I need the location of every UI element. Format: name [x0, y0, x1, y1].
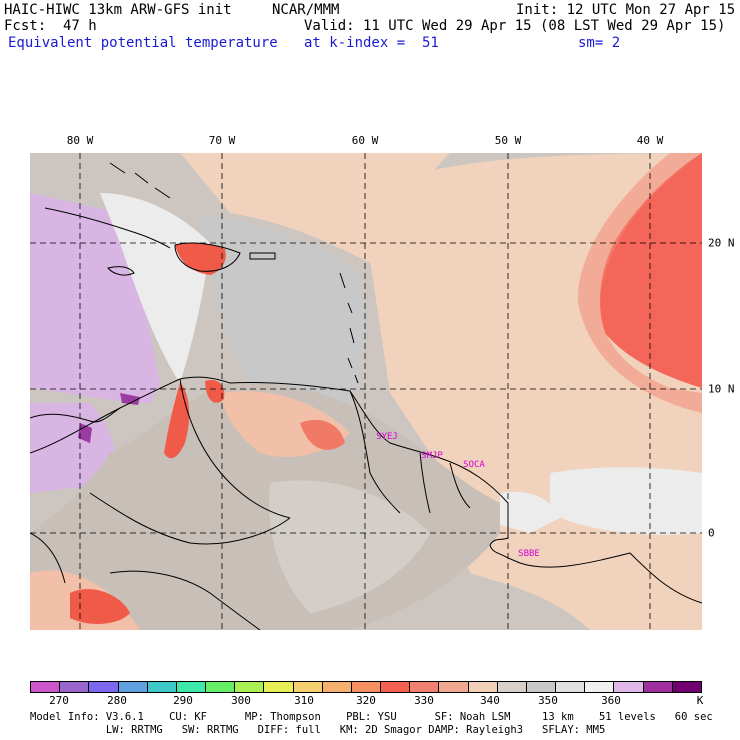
- coast-puerto-rico: [249, 252, 276, 260]
- border-venezuela-guyana: [349, 390, 401, 514]
- lat-label-20n: 20 N: [708, 236, 735, 250]
- graticule: [30, 153, 702, 630]
- land-grey-south: [269, 480, 430, 613]
- red-patch-venezuela: [300, 419, 345, 450]
- colorbar-tick: 340: [480, 694, 500, 707]
- coast-jamaica: [107, 266, 135, 276]
- lon-label-40w: 40 W: [636, 134, 664, 147]
- purple-dark-spot-2: [120, 393, 140, 405]
- org-label: NCAR/MMM: [272, 2, 340, 18]
- colorbar-tick: 360: [601, 694, 621, 707]
- coast-bahamas: [109, 162, 171, 199]
- init-time: Init: 12 UTC Mon 27 Apr 15: [516, 2, 736, 18]
- model-info-line1: Model Info: V3.6.1 CU: KF MP: Thompson P…: [30, 711, 713, 723]
- colorbar-swatch: [206, 682, 236, 692]
- border-suriname-fg: [449, 462, 471, 509]
- red-patch-maracaibo: [205, 379, 225, 403]
- colorbar-swatch: [468, 682, 498, 692]
- colorbar-swatch: [322, 682, 352, 692]
- lon-label-60w: 60 W: [351, 134, 379, 147]
- border-colombia-south: [89, 492, 291, 545]
- model-title: HAIC-HIWC 13km ARW-GFS init: [4, 2, 232, 18]
- colorbar-swatch: [176, 682, 207, 692]
- border-guyana-suriname: [419, 452, 431, 514]
- lon-label-80w: 80 W: [66, 134, 94, 147]
- colorbar-swatch: [264, 682, 294, 692]
- level-label: at k-index = 51: [304, 35, 439, 51]
- station-label: SYEJ: [376, 432, 398, 442]
- coast-panama: [30, 407, 121, 423]
- coast-cuba: [44, 207, 171, 249]
- colorbar-swatch: [672, 682, 701, 692]
- red-patch-colombia: [164, 383, 190, 459]
- light-red-rim: [577, 153, 702, 413]
- colorbar-tick: 350: [538, 694, 558, 707]
- colorbar-tick: 300: [231, 694, 251, 707]
- coast-lesser-antilles: [339, 272, 359, 384]
- colorbar-unit: K: [696, 694, 704, 707]
- colorbar-swatch: [293, 682, 323, 692]
- white-patch-west: [100, 193, 210, 383]
- field-name: Equivalent potential temperature: [8, 35, 278, 51]
- colorbar-swatch: [351, 682, 382, 692]
- colorbar-tick: 290: [173, 694, 193, 707]
- red-patch-hispaniola: [175, 242, 226, 275]
- purple-field-southwest: [30, 403, 117, 493]
- colorbar-swatch: [118, 682, 148, 692]
- theta-e-map: [30, 153, 702, 630]
- lat-label-0: 0: [708, 526, 715, 540]
- coast-ecuador: [30, 532, 66, 584]
- colorbar: [30, 681, 702, 693]
- colorbar-tick: 330: [414, 694, 434, 707]
- coast-hispaniola: [174, 242, 241, 272]
- colorbar-swatch: [585, 682, 615, 692]
- colorbar-tick: 270: [49, 694, 69, 707]
- red-patch-southwest: [70, 589, 130, 625]
- purple-dark-spot: [78, 423, 92, 443]
- colorbar-swatch: [526, 682, 557, 692]
- colorbar-swatch: [60, 682, 90, 692]
- colorbar-swatch: [235, 682, 265, 692]
- lat-label-10n: 10 N: [708, 382, 735, 396]
- colorbar-swatch: [643, 682, 673, 692]
- colorbar-tick: 320: [356, 694, 376, 707]
- station-label: SMJP: [421, 451, 443, 461]
- lon-label-70w: 70 W: [208, 134, 236, 147]
- white-patch-east: [550, 467, 702, 535]
- colorbar-swatch: [31, 682, 61, 692]
- colorbar-swatch: [381, 682, 411, 692]
- forecast-hour: Fcst: 47 h: [4, 18, 97, 34]
- model-info-line2: LW: RRTMG SW: RRTMG DIFF: full KM: 2D Sm…: [30, 724, 606, 736]
- grey-field-center: [200, 213, 366, 403]
- smoothing-label: sm= 2: [578, 35, 621, 51]
- red-field-east: [600, 153, 702, 388]
- border-brazil-peru: [109, 570, 261, 630]
- colorbar-tick: 280: [107, 694, 127, 707]
- colorbar-swatch: [614, 682, 644, 692]
- colorbar-tick: 310: [294, 694, 314, 707]
- colorbar-swatch: [89, 682, 119, 692]
- valid-time: Valid: 11 UTC Wed 29 Apr 15 (08 LST Wed …: [304, 18, 726, 34]
- station-label: SBBE: [518, 549, 540, 559]
- colorbar-swatch: [556, 682, 586, 692]
- lon-label-50w: 50 W: [494, 134, 522, 147]
- colorbar-swatch: [439, 682, 469, 692]
- peach-band-north: [180, 153, 450, 263]
- colorbar-swatch: [410, 682, 440, 692]
- station-label: SOCA: [463, 460, 485, 470]
- coast-south-america: [30, 376, 702, 604]
- border-colombia-venezuela: [179, 378, 291, 519]
- white-patch-southeast: [500, 491, 560, 533]
- colorbar-swatch: [497, 682, 527, 692]
- coastlines: [30, 162, 702, 630]
- colorbar-swatch: [147, 682, 177, 692]
